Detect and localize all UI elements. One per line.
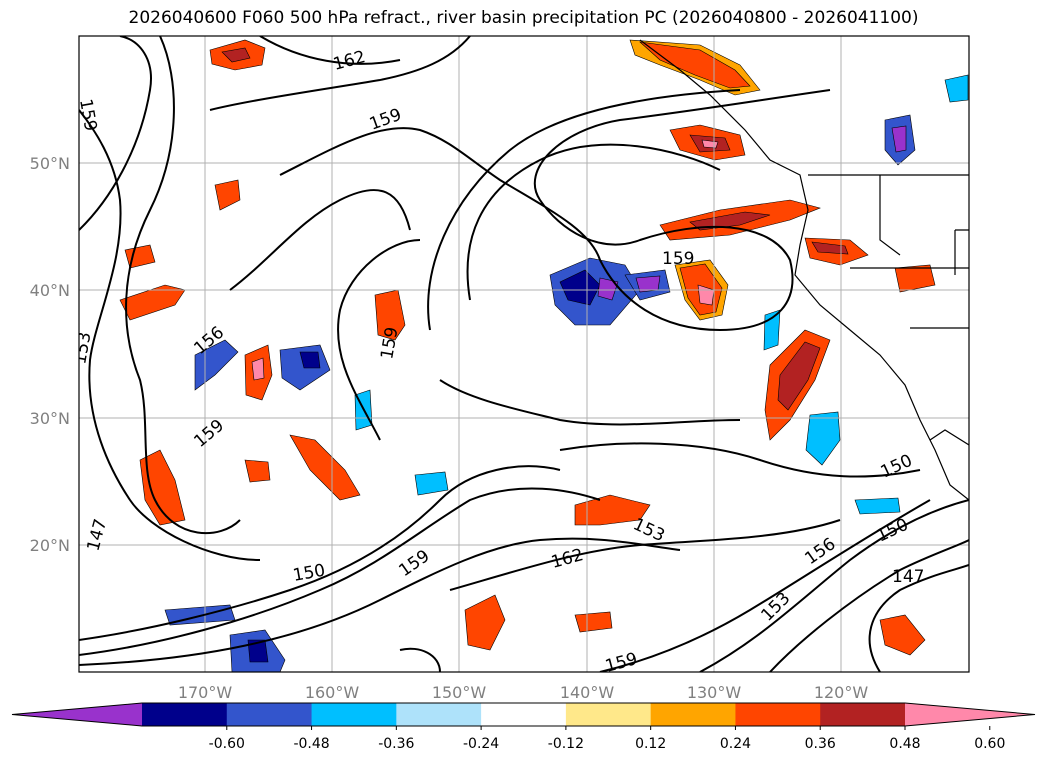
colorbar-outline xyxy=(11,702,1036,727)
precip-area xyxy=(374,289,406,341)
precip-area xyxy=(574,494,651,526)
precip-area xyxy=(811,241,849,255)
colorbar-segment xyxy=(650,703,736,726)
precip-area xyxy=(464,594,506,651)
colorbar-tick-label: 0.48 xyxy=(889,736,920,752)
precip-area xyxy=(894,264,936,293)
lat-tick-label: 40°N xyxy=(30,281,70,300)
colorbar-segment xyxy=(905,703,1035,726)
chart-title: 2026040600 F060 500 hPa refract., river … xyxy=(128,8,919,28)
precip-area xyxy=(124,244,156,269)
lon-tick-label: 170°W xyxy=(178,683,233,702)
precip-area xyxy=(244,459,271,483)
coastline xyxy=(639,39,969,501)
lat-tick-label: 30°N xyxy=(30,409,70,428)
colorbar-tick-label: 0.24 xyxy=(720,736,751,752)
lat-tick-labels: 50°N 40°N 30°N 20°N xyxy=(30,154,70,555)
graticule xyxy=(79,36,969,672)
colorbar-tick-label: -0.36 xyxy=(378,736,414,752)
contour-label: 159 xyxy=(603,649,640,677)
colorbar-tick-label: -0.12 xyxy=(548,736,584,752)
precip-area xyxy=(221,47,251,63)
contour-label: 159 xyxy=(662,249,694,269)
precip-area xyxy=(559,269,601,306)
colorbar-tick-label: -0.24 xyxy=(463,736,499,752)
precip-area xyxy=(854,497,901,515)
precip-fill-layer xyxy=(119,39,969,672)
precip-area xyxy=(194,339,239,391)
precip-area xyxy=(639,41,751,89)
precip-area xyxy=(139,449,186,526)
precip-area xyxy=(879,614,926,656)
lat-tick-label: 20°N xyxy=(30,536,70,555)
precip-area xyxy=(119,284,186,321)
colorbar-segment xyxy=(565,703,652,726)
colorbar-segment xyxy=(481,703,567,726)
colorbar-tick-label: 0.60 xyxy=(974,736,1005,752)
colorbar-segment xyxy=(735,703,821,726)
lon-tick-label: 130°W xyxy=(687,683,742,702)
colorbar xyxy=(11,702,1036,727)
lon-tick-label: 160°W xyxy=(305,683,360,702)
precip-area xyxy=(891,125,907,153)
colorbar-tick-label: -0.60 xyxy=(209,736,245,752)
map-border xyxy=(78,35,970,673)
lon-tick-label: 150°W xyxy=(432,683,487,702)
colorbar-tick-label: -0.48 xyxy=(293,736,329,752)
precip-area xyxy=(251,357,265,381)
lon-tick-label: 140°W xyxy=(560,683,615,702)
precip-area xyxy=(689,211,771,231)
colorbar-segment xyxy=(226,703,313,726)
colorbar-tick-label: 0.36 xyxy=(805,736,836,752)
lon-tick-label: 120°W xyxy=(814,683,869,702)
precip-area xyxy=(289,434,361,501)
colorbar-segment xyxy=(396,703,482,726)
contour-label: 147 xyxy=(892,567,924,587)
contour-label: 159 xyxy=(75,97,100,132)
colorbar-labels: -0.60 -0.48 -0.36 -0.24 -0.12 0.12 0.24 0.36 0.4… xyxy=(209,726,1005,752)
colorbar-segment xyxy=(142,703,228,726)
precip-area xyxy=(944,74,969,103)
precip-area xyxy=(299,351,321,369)
contour-labels: 162 159 159 159 153 156 159 159 147 150 … xyxy=(70,47,924,677)
precip-area xyxy=(805,411,841,466)
precip-area xyxy=(574,611,613,633)
colorbar-tick-label: 0.12 xyxy=(635,736,666,752)
colorbar-segment xyxy=(311,703,397,726)
precip-area xyxy=(763,309,781,351)
precip-area xyxy=(777,341,821,411)
refractivity-contours xyxy=(79,36,969,672)
lat-tick-label: 50°N xyxy=(30,154,70,173)
precip-area xyxy=(247,639,269,663)
contour-label: 153 xyxy=(70,330,95,365)
colorbar-segment xyxy=(820,703,906,726)
precip-area xyxy=(414,471,449,496)
lon-tick-labels: 170°W 160°W 150°W 140°W 130°W 120°W xyxy=(178,683,869,702)
colorbar-segment xyxy=(12,703,142,726)
precip-area xyxy=(214,179,241,211)
